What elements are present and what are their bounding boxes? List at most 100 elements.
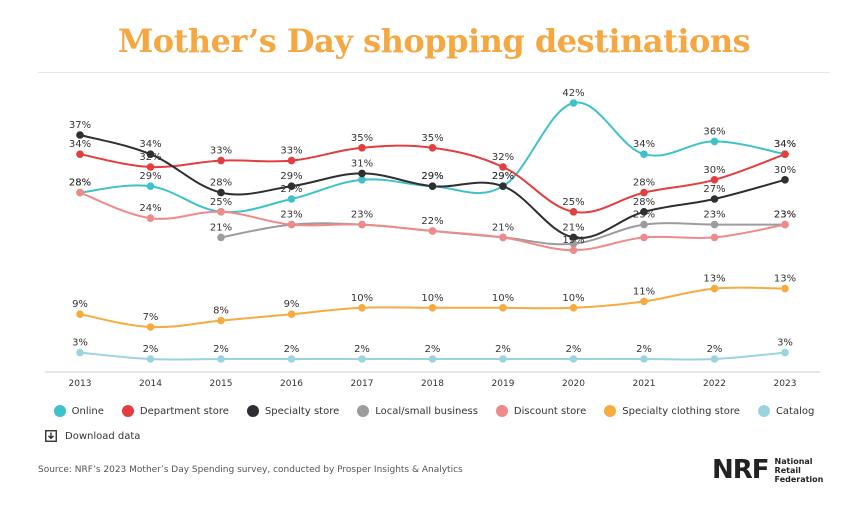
data-label-specialty-store: 21% <box>562 222 584 233</box>
x-tick-label: 2022 <box>703 379 726 389</box>
data-point-specialty-clothing-store <box>287 310 296 319</box>
data-point-discount-store <box>76 188 84 197</box>
data-point-specialty-store <box>428 182 437 190</box>
data-label-online: 25% <box>210 197 232 208</box>
data-point-online <box>287 195 296 203</box>
data-point-discount-store <box>358 220 366 229</box>
data-label-local-small-business: 23% <box>351 210 373 221</box>
data-point-department-store <box>781 150 789 158</box>
data-point-online <box>569 99 578 107</box>
data-point-specialty-clothing-store <box>217 316 225 325</box>
x-tick-label: 2020 <box>562 379 585 389</box>
legend-label: Specialty store <box>264 405 340 417</box>
data-label-local-small-business: 23% <box>633 210 655 221</box>
data-point-department-store <box>358 144 366 152</box>
data-label-local-small-business: 21% <box>210 222 232 233</box>
data-point-specialty-store <box>217 188 225 197</box>
legend-swatch <box>604 405 617 417</box>
data-label-catalog: 3% <box>777 338 793 349</box>
legend-item-specialty-clothing-store[interactable]: Specialty clothing store <box>604 405 740 417</box>
data-point-catalog <box>76 348 84 357</box>
data-label-specialty-store: 31% <box>351 158 373 169</box>
data-label-specialty-store: 28% <box>210 178 232 189</box>
data-label-catalog: 2% <box>425 344 441 355</box>
data-point-catalog <box>428 355 437 363</box>
data-label-discount-store: 28% <box>69 178 91 189</box>
legend-item-department-store[interactable]: Department store <box>121 405 229 417</box>
data-label-specialty-store: 37% <box>69 120 91 131</box>
data-label-specialty-store: 28% <box>633 197 655 208</box>
data-label-catalog: 2% <box>636 344 652 355</box>
data-point-discount-store <box>287 220 296 229</box>
data-point-online <box>146 182 155 190</box>
nrf-logo: NRF National Retail Federation <box>712 455 835 485</box>
x-tick-label: 2016 <box>280 379 303 389</box>
data-label-specialty-clothing-store: 10% <box>562 293 584 304</box>
data-label-online: 34% <box>633 139 655 150</box>
data-label-specialty-clothing-store: 9% <box>72 299 88 310</box>
data-point-specialty-store <box>146 150 155 158</box>
data-point-specialty-clothing-store <box>358 304 366 312</box>
data-label-specialty-clothing-store: 9% <box>284 299 300 310</box>
data-label-department-store: 34% <box>69 139 91 150</box>
data-point-online <box>358 176 366 184</box>
legend-item-catalog[interactable]: Catalog <box>757 405 814 417</box>
data-point-local-small-business <box>569 240 578 248</box>
data-point-discount-store <box>710 233 719 242</box>
data-point-catalog <box>781 348 789 357</box>
data-point-specialty-clothing-store <box>499 304 507 312</box>
x-tick-label: 2014 <box>139 379 162 389</box>
data-point-department-store <box>640 188 648 197</box>
data-point-specialty-store <box>358 169 366 178</box>
data-label-department-store: 28% <box>633 178 655 189</box>
x-tick-label: 2017 <box>351 379 374 389</box>
data-point-catalog <box>146 355 155 363</box>
x-tick-label: 2015 <box>210 379 233 389</box>
download-data-button[interactable]: Download data <box>45 430 140 442</box>
data-label-catalog: 2% <box>143 344 159 355</box>
title-divider <box>38 72 830 73</box>
legend-item-specialty-store[interactable]: Specialty store <box>246 405 340 417</box>
data-label-department-store: 25% <box>562 197 584 208</box>
data-label-discount-store: 19% <box>562 235 584 246</box>
logo-mark: NRF <box>712 455 770 485</box>
legend-label: Online <box>71 405 104 417</box>
data-label-local-small-business: 23% <box>280 210 302 221</box>
data-point-catalog <box>499 355 507 363</box>
legend-swatch <box>357 405 370 417</box>
data-point-discount-store <box>146 214 155 222</box>
legend-swatch <box>121 405 134 417</box>
data-label-department-store: 32% <box>492 152 514 163</box>
data-label-specialty-store: 34% <box>139 139 161 150</box>
data-label-catalog: 2% <box>495 344 511 355</box>
legend-item-local-small-business[interactable]: Local/small business <box>357 405 478 417</box>
data-label-specialty-store: 30% <box>774 165 796 176</box>
data-point-discount-store <box>499 233 507 242</box>
data-label-specialty-store: 27% <box>703 184 725 195</box>
data-label-catalog: 2% <box>213 344 229 355</box>
data-point-catalog <box>217 355 225 363</box>
data-point-catalog <box>710 355 719 363</box>
data-label-catalog: 2% <box>354 344 370 355</box>
legend-item-online[interactable]: Online <box>53 405 104 417</box>
legend-label: Specialty clothing store <box>622 405 740 417</box>
data-label-online: 34% <box>774 139 796 150</box>
data-point-specialty-store <box>76 131 84 139</box>
data-label-online: 27% <box>280 184 302 195</box>
data-point-online <box>710 137 719 146</box>
data-label-discount-store: 24% <box>139 203 161 214</box>
data-point-specialty-store <box>287 182 296 190</box>
data-label-local-small-business: 21% <box>492 222 514 233</box>
legend-swatch <box>246 405 259 417</box>
data-point-discount-store <box>569 246 578 254</box>
legend-label: Local/small business <box>375 405 478 417</box>
data-label-online: 29% <box>421 171 443 182</box>
data-label-specialty-clothing-store: 10% <box>421 293 443 304</box>
data-label-local-small-business: 23% <box>774 210 796 221</box>
legend-item-discount-store[interactable]: Discount store <box>495 405 586 417</box>
data-label-department-store: 32% <box>139 152 161 163</box>
x-tick-label: 2013 <box>69 379 92 389</box>
data-point-specialty-store <box>640 208 648 216</box>
data-point-specialty-store <box>710 195 719 203</box>
data-label-department-store: 35% <box>351 133 373 144</box>
